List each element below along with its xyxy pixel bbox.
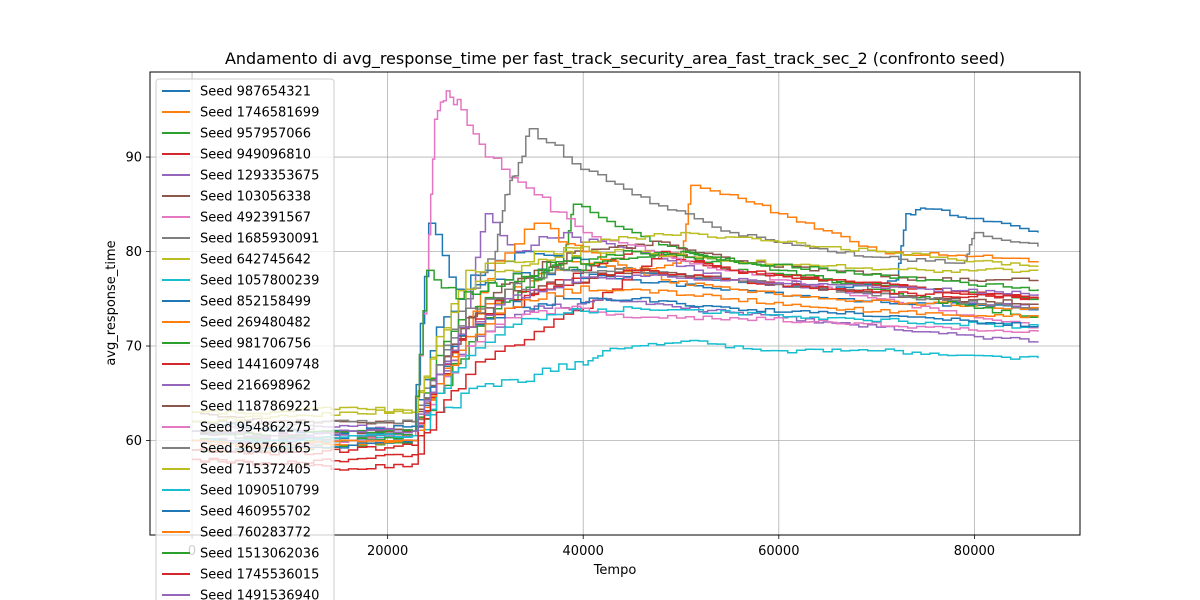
legend-entry: Seed 369766165 bbox=[200, 442, 311, 457]
x-tick-label: 40000 bbox=[563, 544, 604, 559]
legend-entry: Seed 954862275 bbox=[200, 421, 311, 436]
legend-entry: Seed 1293353675 bbox=[200, 169, 319, 184]
y-tick-label: 80 bbox=[125, 245, 142, 260]
legend-entry: Seed 1057800239 bbox=[200, 274, 319, 289]
legend-entry: Seed 216698962 bbox=[200, 379, 311, 394]
legend-entry: Seed 1513062036 bbox=[200, 547, 319, 562]
legend-entry: Seed 103056338 bbox=[200, 190, 311, 205]
y-tick-label: 70 bbox=[125, 340, 142, 355]
legend-entry: Seed 1187869221 bbox=[200, 400, 319, 415]
legend-entry: Seed 981706756 bbox=[200, 337, 311, 352]
x-tick-label: 20000 bbox=[367, 544, 408, 559]
y-tick-label: 90 bbox=[125, 151, 142, 166]
x-tick-label: 80000 bbox=[954, 544, 995, 559]
legend-entry: Seed 492391567 bbox=[200, 211, 311, 226]
y-tick-label: 60 bbox=[125, 434, 142, 449]
legend-entry: Seed 987654321 bbox=[200, 85, 311, 100]
legend-entry: Seed 852158499 bbox=[200, 295, 311, 310]
legend-entry: Seed 949096810 bbox=[200, 148, 311, 163]
legend-entry: Seed 269480482 bbox=[200, 316, 311, 331]
x-tick-label: 60000 bbox=[758, 544, 799, 559]
legend-entry: Seed 1090510799 bbox=[200, 484, 319, 499]
legend-entry: Seed 760283772 bbox=[200, 526, 311, 541]
legend-entry: Seed 715372405 bbox=[200, 463, 311, 478]
legend-entry: Seed 1441609748 bbox=[200, 358, 319, 373]
legend: Seed 987654321 Seed 1746581699 Seed 957957… bbox=[156, 79, 334, 600]
legend-entry: Seed 957957066 bbox=[200, 127, 311, 142]
legend-entry: Seed 642745642 bbox=[200, 253, 311, 268]
legend-entry: Seed 460955702 bbox=[200, 505, 311, 520]
x-axis-label: Tempo bbox=[593, 563, 637, 578]
chart-title: Andamento di avg_response_time per fast_… bbox=[225, 49, 1005, 69]
legend-entry: Seed 1491536940 bbox=[200, 589, 319, 600]
legend-entry: Seed 1746581699 bbox=[200, 106, 319, 121]
legend-entry: Seed 1685930091 bbox=[200, 232, 319, 247]
y-axis-label: avg_response_time bbox=[104, 240, 119, 365]
legend-entry: Seed 1745536015 bbox=[200, 568, 319, 583]
